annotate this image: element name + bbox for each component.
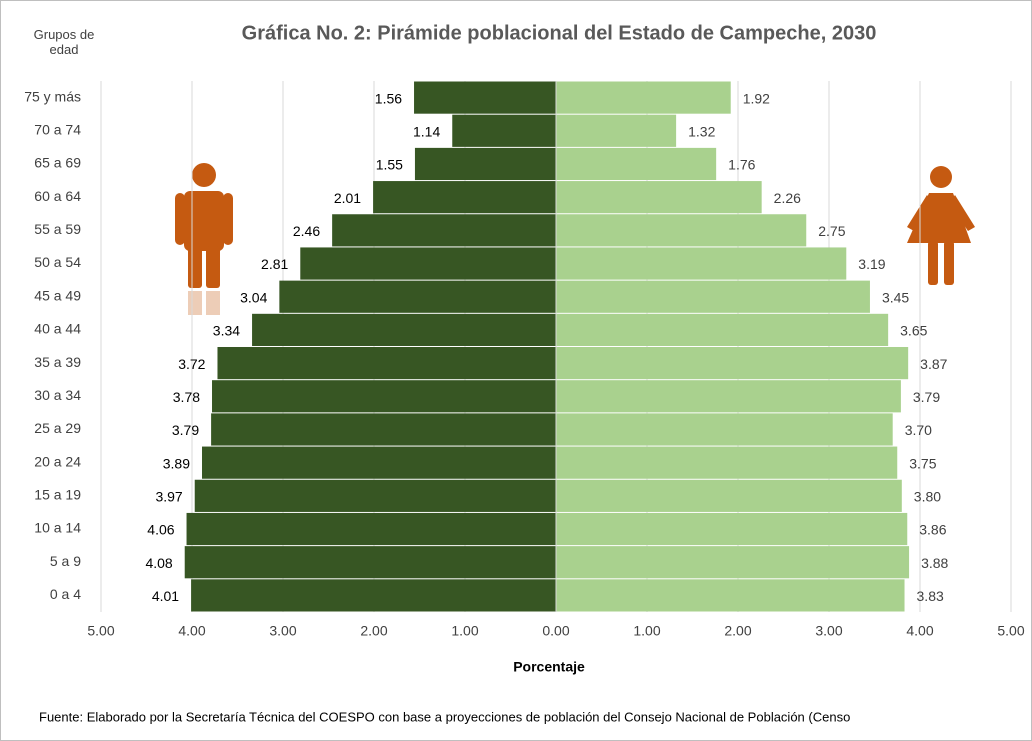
y-tick-label: 5 a 9 <box>50 553 81 569</box>
y-axis-label: Grupos de edad <box>33 27 95 57</box>
x-tick-label: 3.00 <box>269 623 296 639</box>
x-tick-label: 1.00 <box>451 623 478 639</box>
bar <box>556 81 731 114</box>
data-label: 1.14 <box>413 123 440 139</box>
data-label: 3.88 <box>921 555 948 571</box>
bar <box>556 413 893 446</box>
chart-title: Gráfica No. 2: Pirámide poblacional del … <box>242 22 877 44</box>
y-tick-label: 60 a 64 <box>34 188 81 204</box>
x-tick-label: 3.00 <box>815 623 842 639</box>
bar <box>556 147 717 181</box>
x-tick-label: 4.00 <box>906 623 933 639</box>
data-label: 3.75 <box>909 455 936 471</box>
bar <box>556 380 901 413</box>
bar <box>332 214 556 247</box>
data-label: 2.81 <box>261 256 288 272</box>
bar <box>556 280 870 313</box>
y-tick-label: 30 a 34 <box>34 387 81 403</box>
x-tick-label: 5.00 <box>87 623 114 639</box>
x-tick-label: 4.00 <box>178 623 205 639</box>
data-label: 3.19 <box>858 256 885 272</box>
bar <box>556 512 908 546</box>
bar <box>556 347 909 380</box>
data-label: 2.75 <box>818 223 845 239</box>
bar <box>186 512 557 546</box>
data-label: 2.46 <box>293 223 320 239</box>
data-label: 2.26 <box>774 190 801 206</box>
data-label: 1.55 <box>376 157 403 173</box>
data-label: 3.79 <box>913 389 940 405</box>
bar <box>414 147 556 181</box>
y-tick-label: 75 y más <box>24 88 81 104</box>
male-icon <box>175 163 233 315</box>
female-icon <box>907 166 975 285</box>
bar <box>194 479 557 512</box>
x-tick-label: 5.00 <box>997 623 1024 639</box>
y-tick-label: 35 a 39 <box>34 354 81 370</box>
data-label: 1.56 <box>375 90 402 106</box>
bar <box>252 313 556 346</box>
bar <box>217 347 557 380</box>
bar <box>556 313 889 346</box>
data-label: 3.87 <box>920 356 947 372</box>
bar <box>556 181 762 214</box>
data-label: 4.08 <box>145 555 172 571</box>
data-label: 3.83 <box>917 588 944 604</box>
y-tick-label: 25 a 29 <box>34 420 81 436</box>
data-label: 1.32 <box>688 123 715 139</box>
x-axis-label: Porcentaje <box>513 659 585 675</box>
data-label: 3.04 <box>240 289 267 305</box>
y-tick-label: 15 a 19 <box>34 487 81 503</box>
data-label: 3.65 <box>900 323 927 339</box>
bar <box>184 546 556 579</box>
bar <box>452 114 556 147</box>
y-tick-label: 20 a 24 <box>34 453 81 469</box>
data-label: 3.97 <box>155 489 182 505</box>
y-tick-label: 50 a 54 <box>34 254 81 270</box>
data-label: 1.92 <box>743 90 770 106</box>
y-tick-label: 55 a 59 <box>34 221 81 237</box>
data-label: 4.01 <box>152 588 179 604</box>
x-tick-label: 2.00 <box>724 623 751 639</box>
x-tick-label: 0.00 <box>542 623 569 639</box>
data-label: 3.80 <box>914 489 941 505</box>
data-label: 3.34 <box>213 323 240 339</box>
y-tick-label: 40 a 44 <box>34 321 81 337</box>
bar <box>556 479 902 512</box>
y-tick-label: 10 a 14 <box>34 520 81 536</box>
bar <box>212 380 556 413</box>
data-label: 3.70 <box>905 422 932 438</box>
y-tick-label: 70 a 74 <box>34 121 81 137</box>
data-label: 2.01 <box>334 190 361 206</box>
bar <box>414 81 556 114</box>
bar <box>279 280 556 313</box>
bar <box>211 413 557 446</box>
bar <box>556 546 910 579</box>
bar <box>300 247 556 280</box>
bar <box>373 181 556 214</box>
bar <box>556 579 905 612</box>
bar <box>202 446 556 479</box>
data-label: 4.06 <box>147 522 174 538</box>
bar <box>556 446 898 479</box>
data-label: 3.78 <box>173 389 200 405</box>
bar <box>556 214 807 247</box>
y-tick-label: 0 a 4 <box>50 586 81 602</box>
x-tick-label: 1.00 <box>633 623 660 639</box>
data-label: 3.86 <box>919 522 946 538</box>
data-label: 3.89 <box>163 455 190 471</box>
data-label: 3.79 <box>172 422 199 438</box>
x-tick-label: 2.00 <box>360 623 387 639</box>
data-label: 3.72 <box>178 356 205 372</box>
source-note: Fuente: Elaborado por la Secretaría Técn… <box>39 709 850 724</box>
y-tick-label: 65 a 69 <box>34 155 81 171</box>
data-label: 1.76 <box>728 157 755 173</box>
data-label: 3.45 <box>882 289 909 305</box>
y-tick-label: 45 a 49 <box>34 287 81 303</box>
bar <box>556 114 677 147</box>
bar <box>191 579 556 612</box>
bar <box>556 247 847 280</box>
